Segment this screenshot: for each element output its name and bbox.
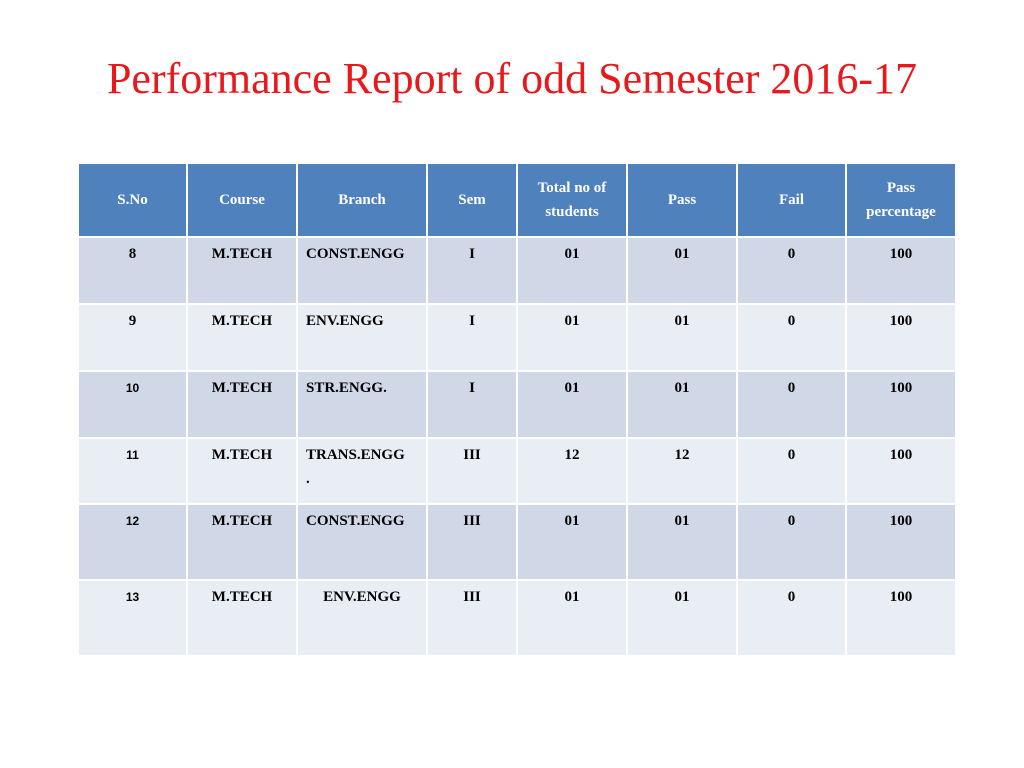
- cell-pct: 100: [845, 236, 957, 305]
- cell-total: 01: [516, 503, 628, 581]
- cell-pass: 12: [626, 437, 738, 505]
- table-row: 10 M.TECH STR.ENGG. I 01 01 0 100: [77, 370, 957, 439]
- cell-sno: 11: [77, 437, 188, 505]
- cell-total: 01: [516, 236, 628, 305]
- table-row: 12 M.TECH CONST.ENGG III 01 01 0 100: [77, 503, 957, 581]
- cell-pct: 100: [845, 579, 957, 657]
- cell-branch: ENV.ENGG: [296, 579, 428, 657]
- cell-course: M.TECH: [186, 503, 298, 581]
- header-pass: Pass: [626, 162, 738, 238]
- cell-fail: 0: [736, 303, 847, 372]
- header-pass-percentage: Pass percentage: [845, 162, 957, 238]
- cell-pass: 01: [626, 303, 738, 372]
- cell-pass: 01: [626, 503, 738, 581]
- cell-sno: 9: [77, 303, 188, 372]
- header-branch: Branch: [296, 162, 428, 238]
- cell-pct: 100: [845, 437, 957, 505]
- cell-pct: 100: [845, 503, 957, 581]
- table-row: 11 M.TECH TRANS.ENGG . III 12 12 0 100: [77, 437, 957, 505]
- cell-sno: 12: [77, 503, 188, 581]
- header-sem: Sem: [426, 162, 518, 238]
- table-row: 13 M.TECH ENV.ENGG III 01 01 0 100: [77, 579, 957, 657]
- cell-sno: 10: [77, 370, 188, 439]
- cell-course: M.TECH: [186, 236, 298, 305]
- cell-sem: I: [426, 370, 518, 439]
- cell-sno: 13: [77, 579, 188, 657]
- cell-sem: I: [426, 303, 518, 372]
- cell-sem: III: [426, 579, 518, 657]
- cell-pct: 100: [845, 303, 957, 372]
- cell-branch: CONST.ENGG: [296, 236, 428, 305]
- table-row: 9 M.TECH ENV.ENGG I 01 01 0 100: [77, 303, 957, 372]
- performance-table: S.No Course Branch Sem Total no of stude…: [77, 162, 957, 657]
- cell-course: M.TECH: [186, 370, 298, 439]
- table-row: 8 M.TECH CONST.ENGG I 01 01 0 100: [77, 236, 957, 305]
- header-pct-line2: percentage: [866, 204, 936, 220]
- header-sno: S.No: [77, 162, 188, 238]
- cell-branch: STR.ENGG.: [296, 370, 428, 439]
- header-total-line1: Total no of: [537, 180, 607, 196]
- table-header-row: S.No Course Branch Sem Total no of stude…: [77, 162, 957, 238]
- cell-course: M.TECH: [186, 303, 298, 372]
- header-total-line2: students: [545, 204, 599, 220]
- cell-sem: III: [426, 437, 518, 505]
- cell-fail: 0: [736, 370, 847, 439]
- page-title: Performance Report of odd Semester 2016-…: [106, 54, 918, 103]
- cell-fail: 0: [736, 503, 847, 581]
- header-pct-line1: Pass: [886, 180, 916, 196]
- cell-pass: 01: [626, 370, 738, 439]
- cell-sno: 8: [77, 236, 188, 305]
- cell-branch: TRANS.ENGG .: [296, 437, 428, 505]
- cell-total: 01: [516, 303, 628, 372]
- header-fail: Fail: [736, 162, 847, 238]
- cell-pct: 100: [845, 370, 957, 439]
- cell-course: M.TECH: [186, 437, 298, 505]
- cell-total: 01: [516, 370, 628, 439]
- cell-pass: 01: [626, 579, 738, 657]
- cell-total: 12: [516, 437, 628, 505]
- cell-fail: 0: [736, 437, 847, 505]
- cell-branch: ENV.ENGG: [296, 303, 428, 372]
- cell-branch: CONST.ENGG: [296, 503, 428, 581]
- header-total-students: Total no of students: [516, 162, 628, 238]
- cell-branch-extra: .: [306, 471, 310, 487]
- cell-fail: 0: [736, 236, 847, 305]
- cell-course: M.TECH: [186, 579, 298, 657]
- cell-total: 01: [516, 579, 628, 657]
- header-course: Course: [186, 162, 298, 238]
- cell-fail: 0: [736, 579, 847, 657]
- cell-sem: I: [426, 236, 518, 305]
- cell-branch-text: TRANS.ENGG: [306, 447, 405, 463]
- cell-pass: 01: [626, 236, 738, 305]
- cell-sem: III: [426, 503, 518, 581]
